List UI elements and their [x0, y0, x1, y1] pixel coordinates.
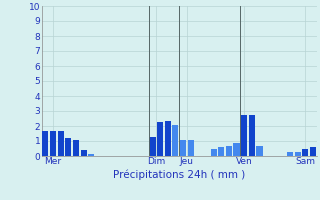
Bar	[256, 146, 262, 156]
Bar	[180, 140, 186, 156]
Bar	[211, 148, 217, 156]
Bar	[73, 140, 79, 156]
Bar	[310, 147, 316, 156]
Bar	[42, 130, 49, 156]
Bar	[302, 148, 308, 156]
X-axis label: Précipitations 24h ( mm ): Précipitations 24h ( mm )	[113, 169, 245, 180]
Bar	[234, 142, 240, 156]
Bar	[65, 138, 71, 156]
Bar	[149, 137, 156, 156]
Bar	[226, 146, 232, 156]
Bar	[218, 147, 224, 156]
Bar	[172, 124, 179, 156]
Bar	[188, 140, 194, 156]
Bar	[58, 131, 64, 156]
Bar	[249, 115, 255, 156]
Bar	[287, 152, 293, 156]
Bar	[50, 130, 56, 156]
Bar	[157, 121, 163, 156]
Bar	[241, 115, 247, 156]
Bar	[165, 121, 171, 156]
Bar	[295, 152, 301, 156]
Bar	[88, 154, 94, 156]
Bar	[81, 150, 87, 156]
